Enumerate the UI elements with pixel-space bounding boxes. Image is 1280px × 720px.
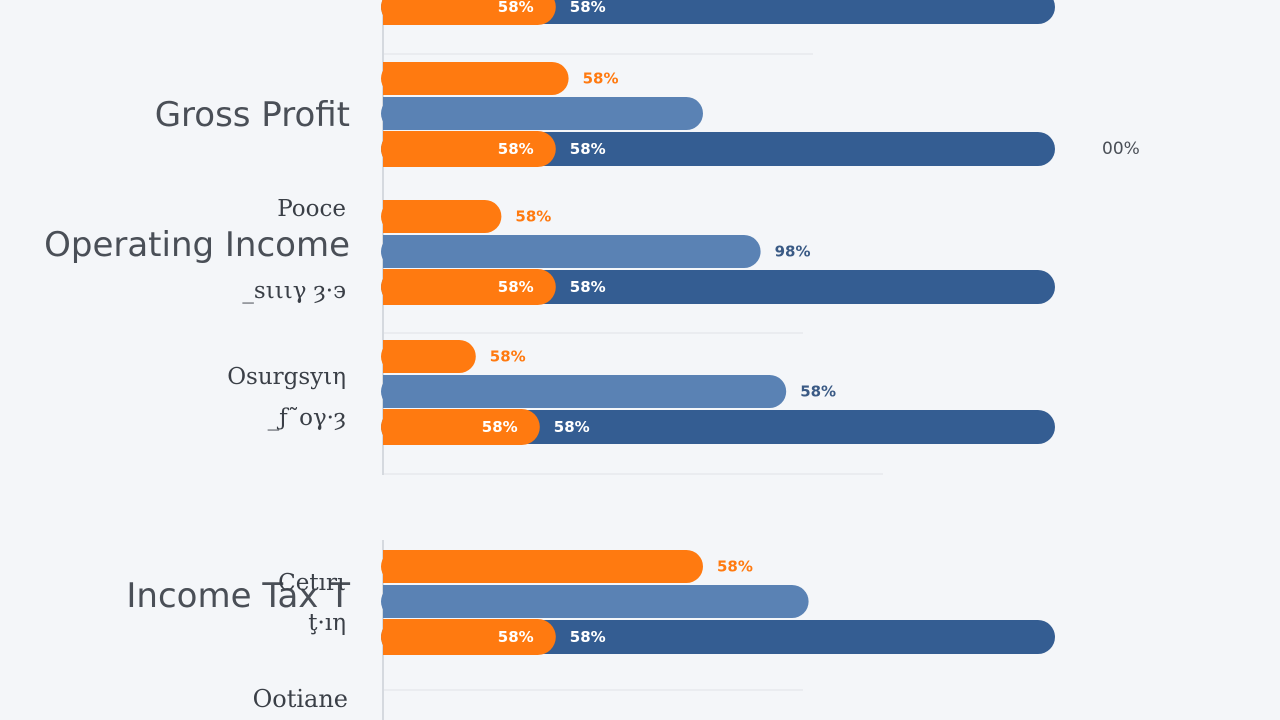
bar-data-label: 98% — [775, 243, 811, 261]
bar — [381, 269, 556, 305]
bar — [381, 585, 809, 618]
bar-segment — [383, 619, 403, 655]
bar-data-label: 58% — [554, 418, 590, 436]
bar-data-label: 58% — [570, 140, 606, 158]
bar — [381, 97, 703, 130]
bar-data-label: 58% — [498, 278, 534, 296]
bar-data-label: 58% — [490, 348, 526, 366]
category-label: Income Tax T — [126, 576, 350, 616]
side-label: _sιιιγ ȝ·϶ — [242, 278, 346, 304]
bar — [381, 200, 502, 233]
bar-end-label: 00% — [1102, 139, 1140, 159]
bar-data-label: 58% — [570, 278, 606, 296]
category-label: Gross Profit — [155, 95, 350, 135]
bar-data-label: 58% — [800, 383, 836, 401]
bar — [381, 62, 569, 95]
bar-segment — [383, 235, 403, 268]
bar-segment — [383, 97, 403, 130]
bar-segment — [383, 0, 403, 25]
bar-segment — [383, 585, 403, 618]
bar-data-label: 58% — [498, 0, 534, 16]
side-label: Osurgsyιη — [227, 364, 346, 390]
bar-data-label: 58% — [570, 0, 606, 16]
bar — [381, 410, 1055, 444]
bar-segment — [383, 131, 403, 167]
bar — [381, 131, 556, 167]
side-label: _ƒ˜ογ·ȝ — [268, 405, 346, 431]
side-label: Cetırι — [278, 570, 346, 596]
bar-segment — [383, 550, 403, 583]
bar — [381, 409, 540, 445]
category-label: Operating Income — [44, 225, 350, 265]
bar-segment — [383, 409, 403, 445]
bar-segment — [383, 375, 403, 408]
bar-segment — [383, 200, 403, 233]
bar-data-label: 58% — [498, 140, 534, 158]
side-label: Pooce — [277, 196, 346, 222]
bottom-label: Ootiane — [253, 685, 348, 713]
bar-data-label: 58% — [498, 628, 534, 646]
bar-data-label: 58% — [570, 628, 606, 646]
bar-segment — [383, 269, 403, 305]
bar-segment — [383, 340, 403, 373]
bar — [381, 340, 476, 373]
bar-data-label: 58% — [717, 558, 753, 576]
bar-data-label: 58% — [482, 418, 518, 436]
bar-data-label: 58% — [515, 208, 551, 226]
side-label: ţ·ıη — [308, 610, 346, 636]
bar — [381, 550, 703, 583]
bar-segment — [383, 62, 403, 95]
bar — [381, 375, 787, 408]
bar-data-label: 58% — [583, 70, 619, 88]
bar — [381, 235, 761, 268]
bar — [381, 0, 556, 25]
bar — [381, 619, 556, 655]
